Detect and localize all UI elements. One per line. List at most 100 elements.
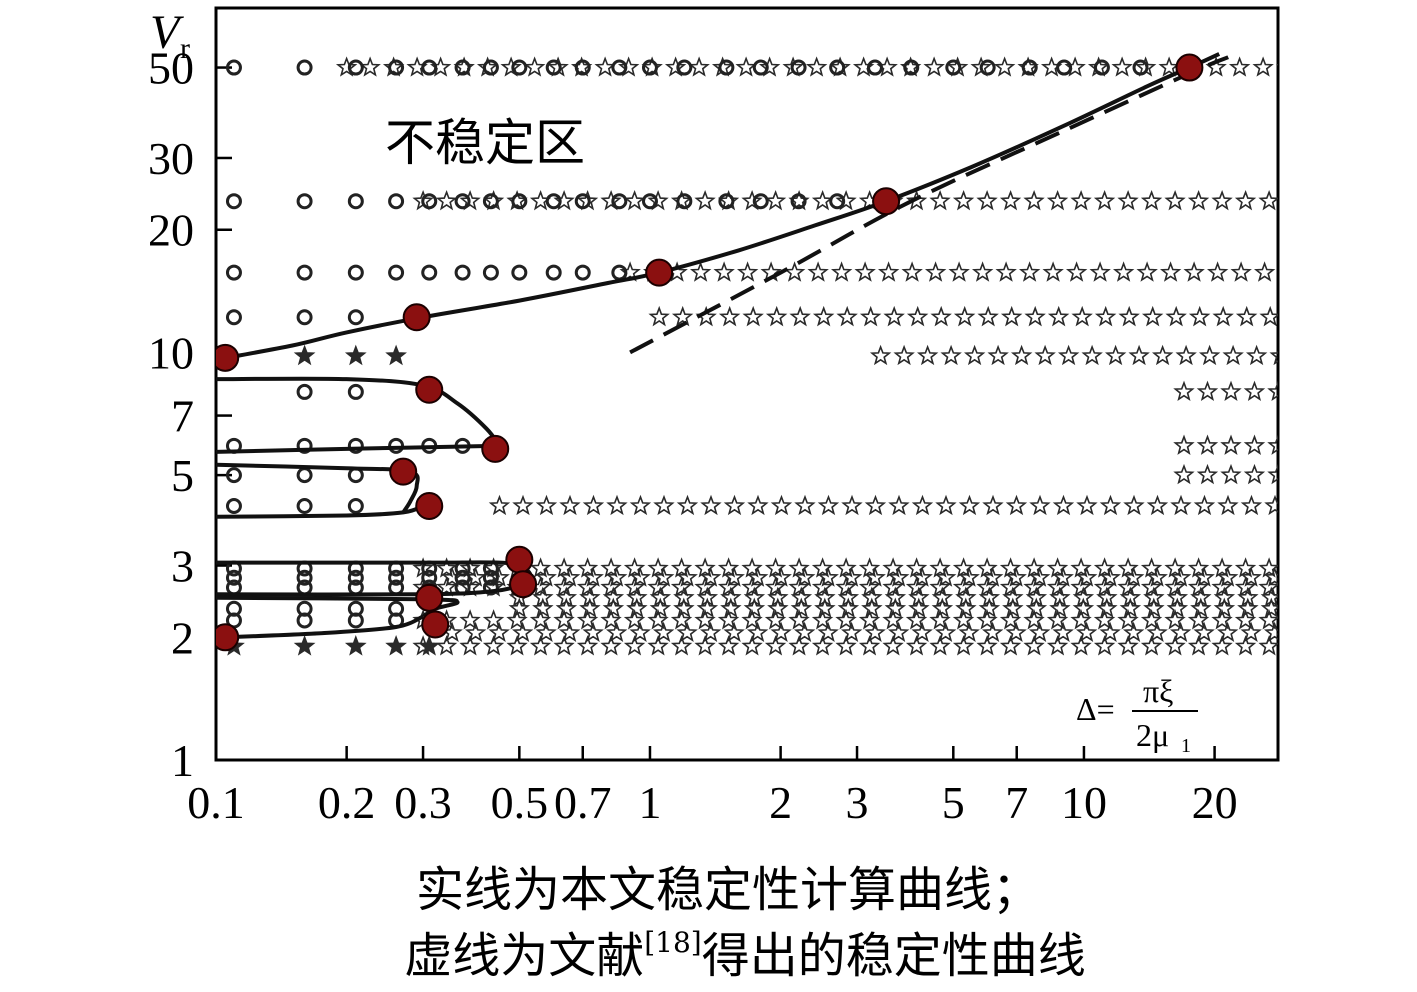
star-marker: [887, 566, 910, 587]
star-marker: [1253, 261, 1276, 282]
star-marker: [1267, 380, 1278, 402]
star-marker: [1258, 557, 1278, 578]
circle-marker: [296, 383, 313, 400]
star-marker: [1159, 261, 1182, 282]
circle-marker: [611, 59, 628, 76]
star-marker: [1104, 344, 1127, 366]
star-marker: [743, 597, 766, 618]
star-marker: [1052, 566, 1074, 587]
star-marker: [535, 621, 557, 643]
star-marker: [764, 609, 787, 630]
circle-marker: [454, 59, 471, 76]
star-marker: [459, 635, 481, 656]
star-marker: [344, 344, 367, 366]
y-tick-label: 5: [171, 450, 194, 501]
star-marker: [746, 566, 769, 587]
star-marker: [1275, 64, 1278, 66]
star-marker: [717, 635, 740, 656]
star-marker: [982, 494, 1004, 516]
star-marker: [877, 261, 900, 282]
star-marker: [1140, 576, 1163, 597]
star-marker: [1240, 566, 1262, 587]
star-marker: [1111, 56, 1133, 77]
star-marker: [976, 635, 998, 656]
boundary-point: [872, 187, 901, 216]
circle-marker: [829, 59, 846, 76]
star-marker: [861, 597, 883, 618]
circle-marker: [388, 59, 405, 76]
y-tick-label: 2: [171, 612, 194, 663]
star-marker: [723, 566, 745, 587]
star-marker: [1258, 189, 1278, 211]
star-marker: [1093, 609, 1116, 630]
star-marker: [576, 576, 599, 597]
star-marker: [647, 576, 669, 597]
star-marker: [978, 597, 1001, 618]
star-marker: [723, 621, 745, 643]
star-marker: [958, 494, 981, 516]
formula-denominator-subscript: 1: [1181, 735, 1191, 757]
star-marker: [1151, 344, 1174, 366]
star-marker: [765, 305, 788, 327]
formula-numerator: πξ: [1143, 673, 1173, 709]
circle-marker: [611, 193, 628, 210]
star-marker: [359, 56, 381, 77]
star-marker: [1166, 597, 1189, 618]
star-marker: [576, 609, 599, 630]
star-marker: [623, 189, 646, 211]
star-marker: [1230, 261, 1252, 282]
circle-marker: [1021, 59, 1038, 76]
formula-lhs: Δ=: [1076, 691, 1115, 727]
star-marker: [623, 576, 646, 597]
star-marker: [987, 344, 1009, 366]
caption-line-2-prefix: 虚线为文献: [404, 928, 644, 984]
circle-marker: [545, 193, 562, 210]
x-tick-label: 20: [1192, 777, 1238, 828]
star-marker: [506, 635, 528, 656]
star-marker: [1117, 557, 1139, 578]
star-marker: [1263, 566, 1278, 587]
boundary-point: [509, 570, 538, 599]
star-marker: [807, 261, 829, 282]
star-marker: [1234, 609, 1257, 630]
solid-stability-line: [216, 52, 1221, 362]
star-marker: [835, 609, 857, 630]
star-marker: [794, 494, 816, 516]
circle-marker: [718, 59, 735, 76]
star-marker: [1198, 344, 1221, 366]
star-marker: [1259, 305, 1278, 327]
star-marker: [1211, 189, 1233, 211]
boundary-point: [415, 375, 444, 404]
star-marker: [1234, 189, 1257, 211]
star-marker: [840, 566, 863, 587]
star-marker: [999, 635, 1022, 656]
circle-marker: [388, 264, 405, 281]
star-marker: [858, 557, 881, 578]
boundary-point: [415, 491, 444, 520]
star-marker: [1093, 635, 1116, 656]
circle-marker: [347, 437, 364, 454]
star-marker: [887, 621, 910, 643]
star-marker: [482, 609, 505, 630]
star-marker: [689, 261, 712, 282]
star-marker: [905, 189, 928, 211]
star-marker: [600, 635, 622, 656]
star-marker: [558, 621, 581, 643]
star-marker: [770, 621, 792, 643]
star-marker: [854, 261, 876, 282]
star-marker: [999, 609, 1022, 630]
star-marker: [1099, 566, 1121, 587]
star-marker: [1212, 305, 1234, 327]
star-marker: [1190, 597, 1212, 618]
star-marker: [1034, 344, 1056, 366]
star-marker: [1052, 621, 1074, 643]
star-marker: [582, 621, 604, 643]
star-marker: [385, 344, 407, 366]
star-marker: [929, 609, 951, 630]
star-marker: [1140, 635, 1163, 656]
unstable-region-label: 不稳定区: [385, 114, 585, 172]
circle-marker: [296, 437, 313, 454]
star-marker: [511, 621, 534, 643]
star-marker: [906, 305, 929, 327]
star-marker: [670, 635, 693, 656]
